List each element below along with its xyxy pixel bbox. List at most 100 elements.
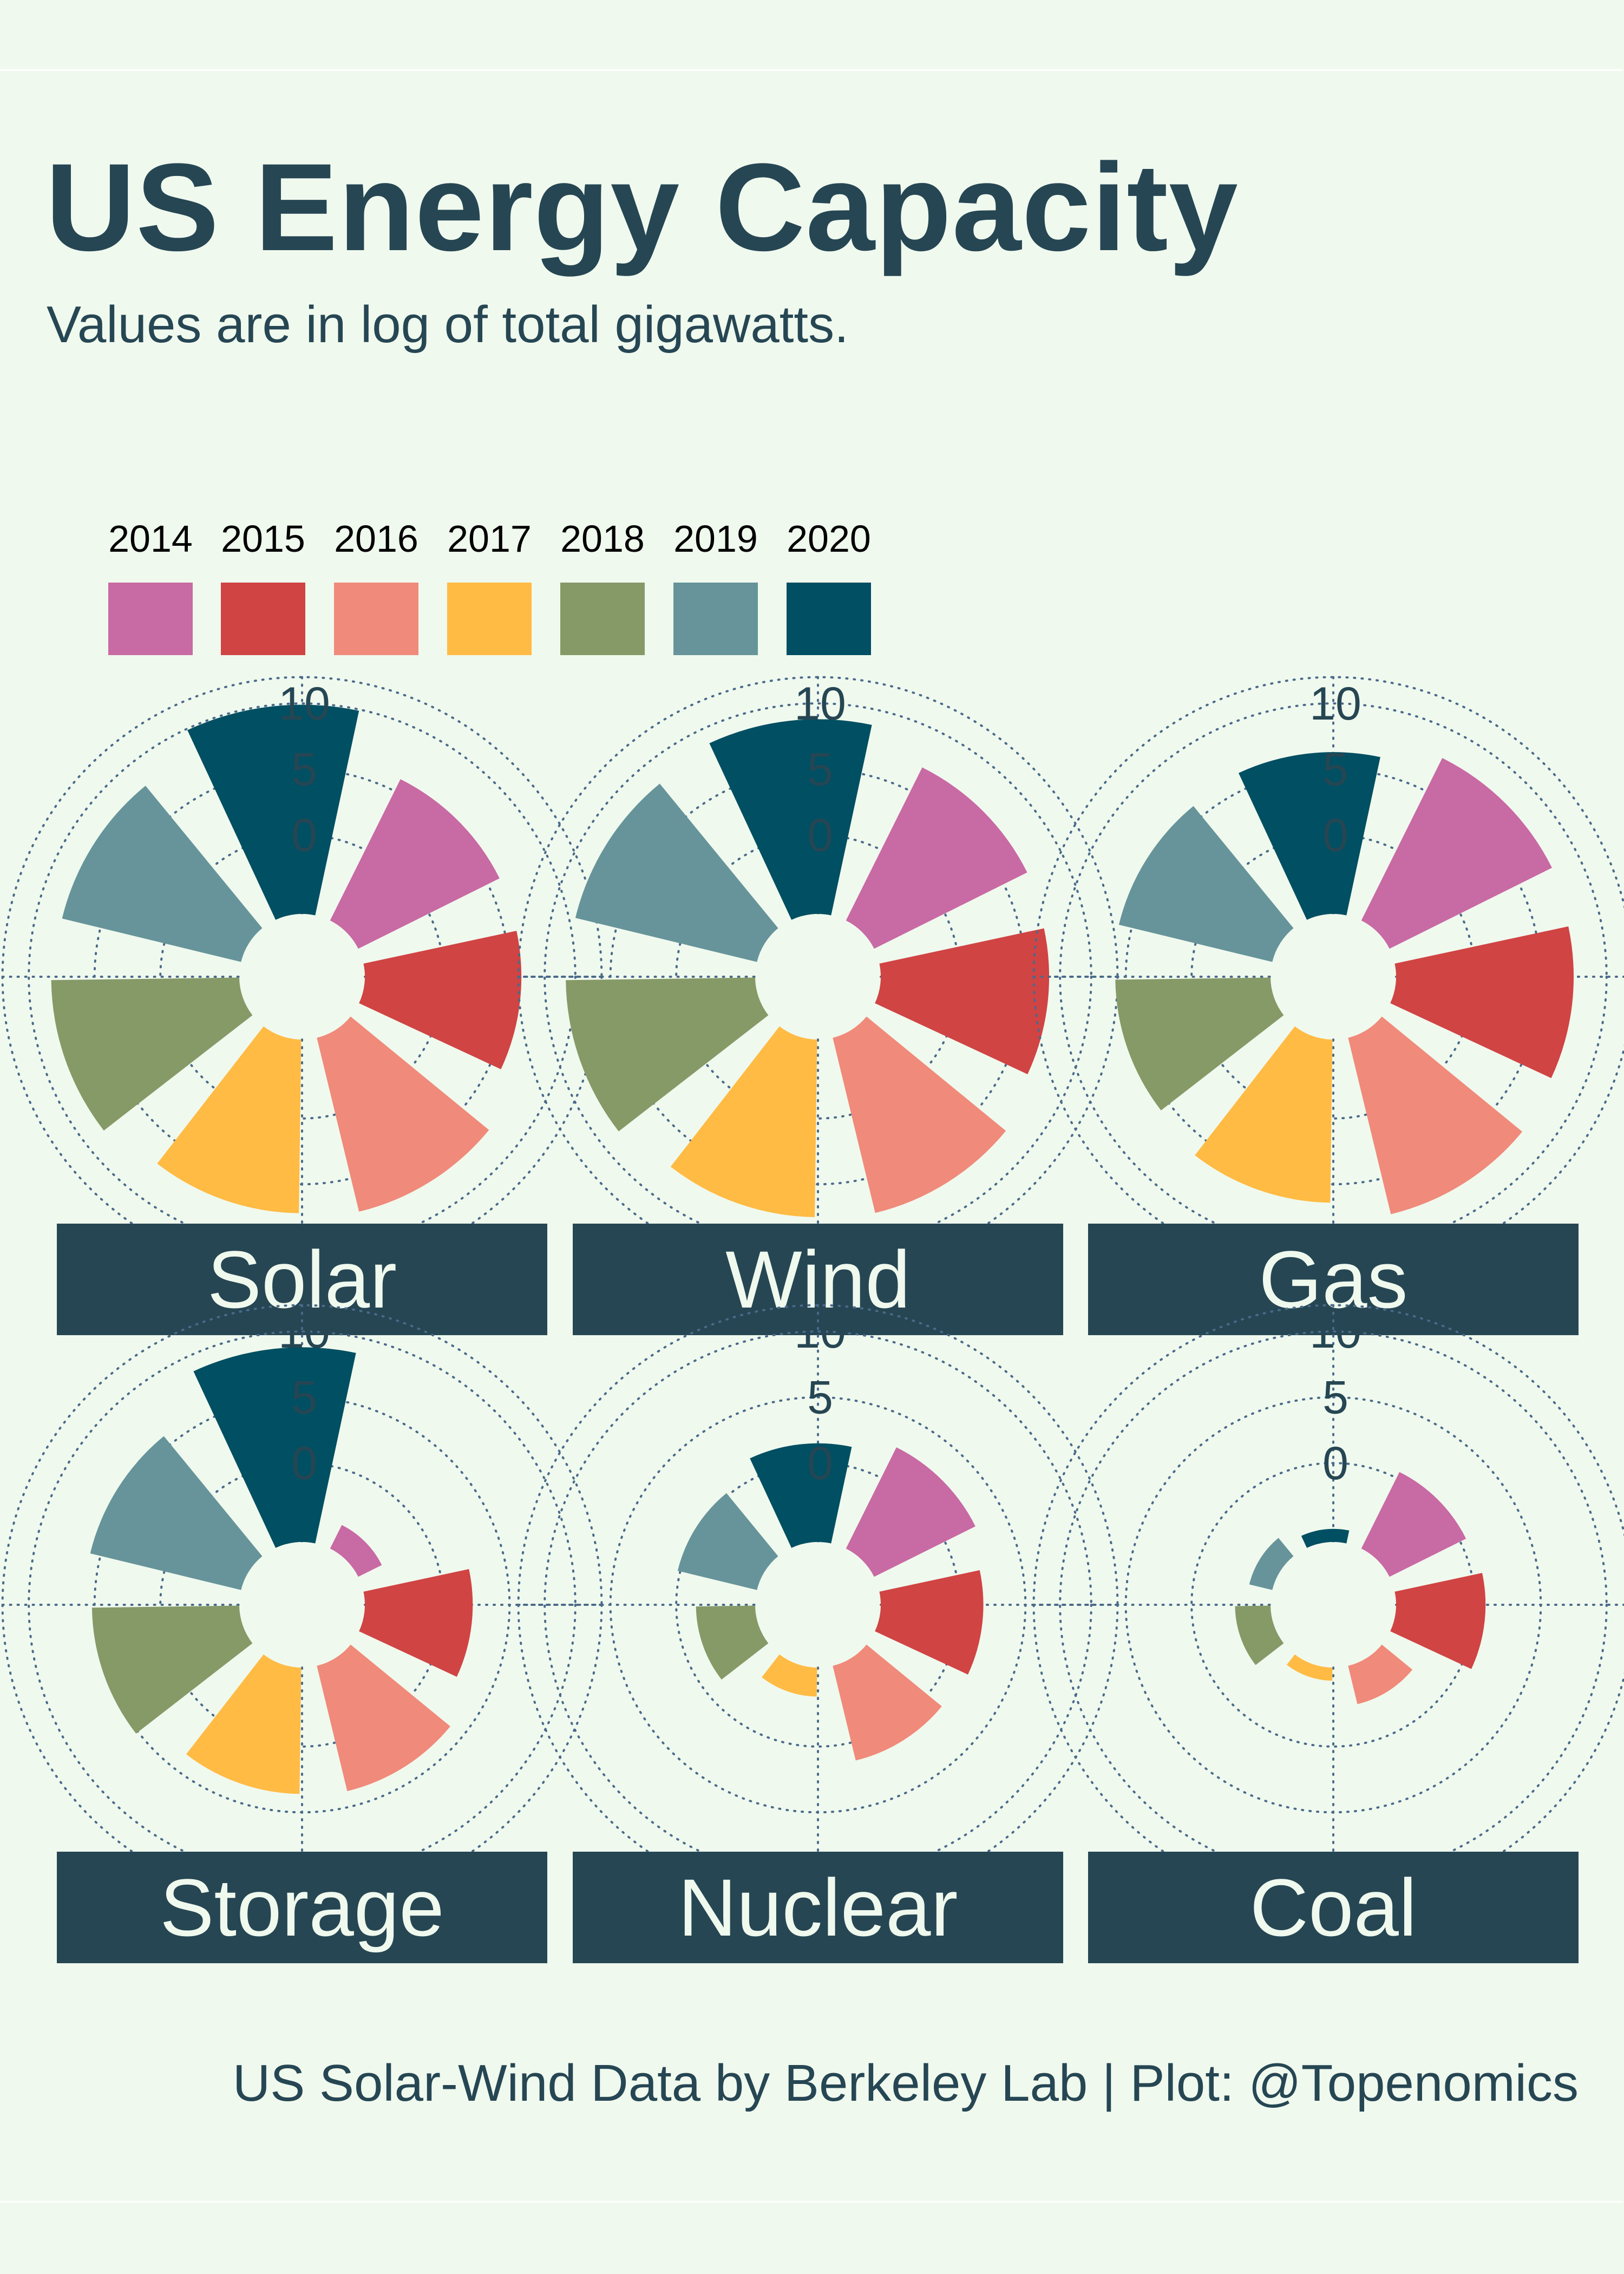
plot-background [0,69,1623,2203]
chart-title: US Energy Capacity [45,138,1239,277]
panel-gas: 0 5 10 Gas [1032,676,1624,1343]
bar-2014 [846,1447,975,1577]
bar-2014 [1361,1472,1466,1577]
bar-2020 [709,719,872,920]
tick-label-0: 0 [807,809,833,861]
bar-2015 [875,928,1050,1075]
legend-item-2020: 2020 [787,520,871,655]
bar-2020 [193,1347,356,1548]
panel-strip: Wind [573,1224,1063,1335]
bar-2014 [1361,758,1552,949]
panel-wind: 0 5 10 Wind [517,676,1119,1343]
legend: 2014 2015 2016 2017 2018 2019 2020 [108,520,877,661]
bar-2015 [359,1569,473,1677]
bar-2016 [317,1644,450,1792]
legend-item-2014: 2014 [108,520,193,655]
polar-chart: 0 5 10 [1032,1304,1624,1906]
chart-subtitle: Values are in log of total gigawatts. [47,296,849,354]
legend-swatch [787,583,871,655]
grid-ring [543,1330,1092,1879]
legend-item-2019: 2019 [673,520,758,655]
panel-storage: 0 5 10 Storage [1,1304,603,1971]
bar-2016 [833,1644,942,1761]
bar-2018 [1235,1605,1284,1665]
bar-2018 [51,977,253,1131]
caption: US Solar-Wind Data by Berkeley Lab | Plo… [232,2054,1579,2112]
polar-chart: 0 5 10 [1,676,603,1278]
bar-2016 [317,1016,489,1212]
tick-label-5: 5 [1322,744,1348,796]
legend-item-2018: 2018 [560,520,645,655]
legend-label: 2017 [447,518,532,560]
tick-label-10: 10 [794,678,846,730]
bar-2017 [1195,1026,1333,1203]
grid-ring [543,702,1092,1251]
bar-2017 [762,1654,817,1697]
tick-label-10: 10 [278,1306,330,1358]
bar-2017 [186,1654,302,1794]
bar-2014 [846,767,1027,949]
tick-label-5: 5 [807,744,833,796]
legend-label: 2020 [787,518,871,560]
bar-2020 [750,1443,852,1548]
bar-2018 [566,977,769,1132]
legend-item-2017: 2017 [447,520,532,655]
tick-label-0: 0 [807,1437,833,1489]
bar-2020 [1239,752,1380,920]
bar-2020 [187,704,359,920]
bar-2018 [91,1605,253,1734]
tick-label-0: 0 [291,809,317,861]
tick-label-10: 10 [1309,678,1361,730]
tick-label-10: 10 [278,678,330,730]
panel-strip: Storage [57,1852,547,1963]
bar-2014 [330,1525,382,1577]
bar-2019 [677,1493,778,1590]
bar-2015 [1390,926,1574,1079]
bar-2019 [1118,806,1294,962]
legend-swatch [334,583,418,655]
legend-label: 2014 [108,518,193,560]
grid-ring [28,1330,577,1879]
legend-label: 2015 [221,518,305,560]
bar-2017 [1287,1654,1333,1681]
bar-2020 [1301,1528,1350,1548]
tick-label-5: 5 [807,1372,833,1424]
bar-2016 [1348,1644,1413,1704]
tick-label-5: 5 [291,1372,317,1424]
polar-chart: 0 5 10 [517,1304,1119,1906]
bar-2014 [330,779,500,949]
legend-label: 2019 [673,518,758,560]
polar-chart: 0 5 10 [1,1304,603,1906]
bar-2017 [670,1026,817,1218]
grid-ring [1059,702,1608,1251]
bar-2019 [575,783,778,962]
bar-2017 [157,1026,302,1213]
tick-label-5: 5 [291,744,317,796]
tick-label-5: 5 [1322,1372,1348,1424]
legend-item-2015: 2015 [221,520,305,655]
legend-swatch [560,583,645,655]
panel-strip: Coal [1088,1852,1579,1963]
panel-strip: Gas [1088,1224,1579,1335]
polar-chart: 0 5 10 [1032,676,1624,1278]
tick-label-10: 10 [1309,1306,1361,1358]
grid-ring [1059,1330,1608,1879]
tick-label-0: 0 [291,1437,317,1489]
bar-2018 [696,1605,769,1680]
grid-ring [28,702,577,1251]
legend-swatch [221,583,305,655]
bar-2016 [1348,1016,1523,1214]
tick-label-10: 10 [794,1306,846,1358]
legend-label: 2018 [560,518,645,560]
panel-coal: 0 5 10 Coal [1032,1304,1624,1971]
legend-swatch [108,583,193,655]
panel-strip: Solar [57,1224,547,1335]
bar-2016 [833,1016,1006,1213]
legend-swatch [673,583,758,655]
bar-2015 [875,1570,984,1675]
bar-2015 [1390,1573,1486,1669]
panel-solar: 0 5 10 Solar [1,676,603,1343]
panel-nuclear: 0 5 10 Nuclear [517,1304,1119,1971]
bar-2015 [359,931,522,1069]
legend-swatch [447,583,532,655]
